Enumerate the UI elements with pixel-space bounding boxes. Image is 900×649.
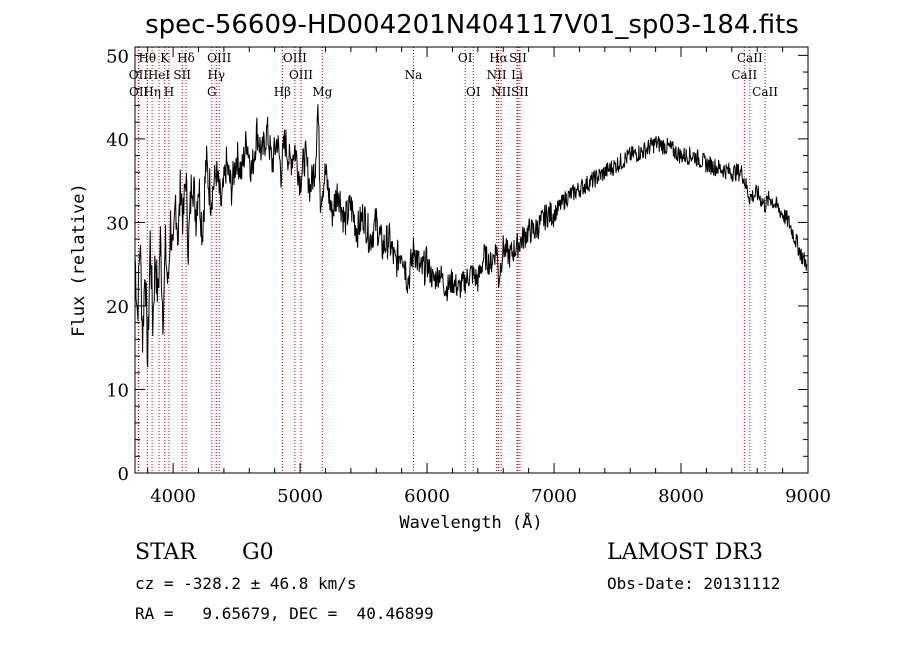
emission-line-label: Mg (312, 85, 332, 99)
emission-line-label: G (207, 85, 217, 99)
emission-line-label: OIII (289, 68, 313, 82)
chart-title: spec-56609-HD004201N404117V01_sp03-184.f… (145, 10, 799, 40)
x-tick-label: 8000 (658, 486, 704, 507)
coordinates: RA = 9.65679, DEC = 40.46899 (135, 604, 434, 623)
survey-name: LAMOST DR3 (607, 540, 763, 565)
emission-line-markers (137, 47, 766, 473)
x-tick-label: 4000 (150, 486, 196, 507)
redshift-value: cz = -328.2 ± 46.8 km/s (135, 574, 357, 593)
x-tick-label: 5000 (277, 486, 323, 507)
emission-line-label: CaII (752, 85, 778, 99)
axis-ticks: 4000 5000 6000 7000 8000 9000 0 10 20 30 40 50 (106, 46, 831, 507)
plot-frame (134, 46, 809, 474)
spectrum-line (134, 104, 808, 368)
emission-line-label: OIII (207, 51, 231, 65)
emission-line-label: OI (466, 85, 481, 99)
emission-line-label: K (160, 51, 170, 65)
x-tick-label: 7000 (531, 486, 577, 507)
emission-line-label: OI (458, 51, 473, 65)
emission-line-label: Hη (143, 85, 161, 99)
subclass: G0 (242, 540, 274, 565)
object-class: STAR (135, 540, 196, 565)
emission-line-label: H (164, 85, 174, 99)
emission-line-label: SII (509, 51, 527, 65)
emission-line-label: Li (511, 68, 523, 82)
emission-line-label: Hβ (274, 85, 291, 99)
y-tick-label: 30 (106, 213, 129, 234)
y-tick-label: 0 (118, 464, 129, 485)
emission-line-label: NII (491, 85, 511, 99)
y-tick-label: 10 (106, 380, 129, 401)
x-tick-label: 9000 (785, 486, 831, 507)
emission-line-label: Hθ (138, 51, 156, 65)
y-axis-label: Flux (relative) (69, 183, 89, 337)
emission-line-label: OIII (283, 51, 307, 65)
emission-line-label: Na (405, 68, 423, 82)
y-tick-label: 20 (106, 297, 129, 318)
emission-line-label: CaII (737, 51, 763, 65)
emission-line-label: OII (129, 68, 149, 82)
emission-line-label: OII (129, 85, 149, 99)
emission-line-label: Hγ (207, 68, 225, 82)
emission-line-label: NII (487, 68, 507, 82)
emission-line-label: SII (511, 85, 529, 99)
emission-line-label: HeI (148, 68, 171, 82)
emission-line-label: CaII (731, 68, 757, 82)
emission-line-label: Hα (489, 51, 508, 65)
y-tick-label: 50 (106, 46, 129, 67)
x-tick-label: 6000 (404, 486, 450, 507)
observation-date: Obs-Date: 20131112 (607, 574, 781, 593)
emission-line-label: Hδ (177, 51, 195, 65)
emission-line-label: SII (173, 68, 191, 82)
x-axis-label: Wavelength (Å) (399, 511, 542, 533)
y-tick-label: 40 (106, 130, 129, 151)
